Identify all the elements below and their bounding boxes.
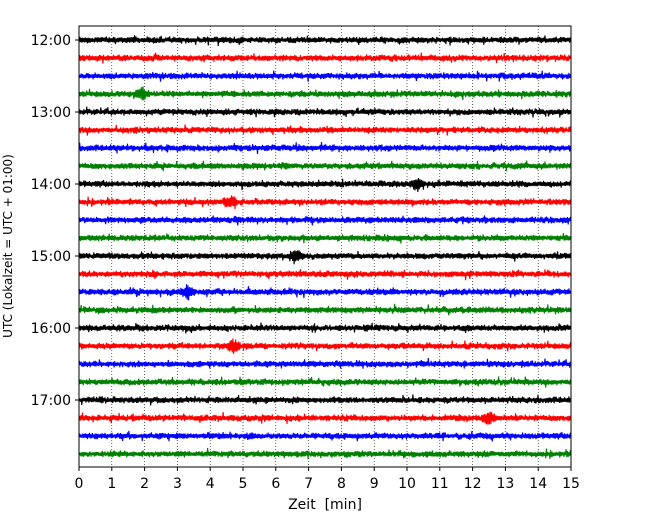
y-tick-label: 16:00 (31, 321, 71, 337)
x-tick-label: 2 (140, 476, 149, 492)
trace-2 (78, 70, 572, 82)
trace-8 (78, 177, 572, 193)
trace-4 (78, 106, 572, 118)
x-tick-label: 4 (206, 476, 215, 492)
trace-group (78, 35, 572, 460)
x-tick-label: 15 (562, 476, 580, 492)
trace-20 (78, 394, 572, 406)
trace-16 (78, 322, 572, 334)
y-axis-label: UTC (Lokalzeit = UTC + 01:00) (1, 154, 15, 338)
x-tick-label: 12 (464, 476, 482, 492)
trace-12 (78, 250, 572, 265)
x-axis-label: Zeit [min] (288, 497, 362, 513)
y-tick-label: 13:00 (31, 105, 71, 121)
trace-0 (78, 35, 572, 47)
y-tick-label: 12:00 (31, 33, 71, 49)
trace-18 (78, 357, 572, 369)
trace-14 (78, 284, 572, 301)
trace-15 (78, 303, 572, 316)
y-tick-label: 14:00 (31, 177, 71, 193)
trace-10 (78, 215, 572, 226)
x-tick-label: 9 (370, 476, 379, 492)
y-axis: 12:00 13:00 14:00 15:00 16:00 17:00 (31, 33, 79, 409)
trace-3 (78, 86, 572, 101)
trace-21 (78, 411, 572, 425)
x-tick-label: 8 (337, 476, 346, 492)
y-tick-label: 15:00 (31, 249, 71, 265)
trace-7 (78, 160, 572, 172)
y-tick-label: 17:00 (31, 393, 71, 409)
trace-9 (78, 195, 572, 210)
trace-13 (78, 269, 572, 281)
plot-frame (78, 25, 572, 468)
x-tick-label: 14 (529, 476, 547, 492)
x-tick-label: 13 (496, 476, 514, 492)
trace-11 (78, 233, 572, 244)
trace-6 (78, 141, 572, 154)
trace-19 (78, 376, 572, 388)
trace-5 (78, 124, 572, 136)
x-axis: 0 1 2 3 4 5 6 7 8 9 10 11 12 13 14 15 (75, 467, 580, 492)
x-tick-label: 11 (431, 476, 449, 492)
trace-23 (78, 447, 572, 460)
x-tick-label: 1 (107, 476, 116, 492)
x-tick-label: 7 (304, 476, 313, 492)
x-tick-label: 3 (173, 476, 182, 492)
trace-17 (78, 338, 572, 354)
x-tick-label: 6 (271, 476, 280, 492)
x-tick-label: 10 (398, 476, 416, 492)
trace-22 (78, 430, 572, 442)
trace-1 (78, 52, 572, 64)
x-tick-label: 5 (239, 476, 248, 492)
x-tick-label: 0 (75, 476, 84, 492)
